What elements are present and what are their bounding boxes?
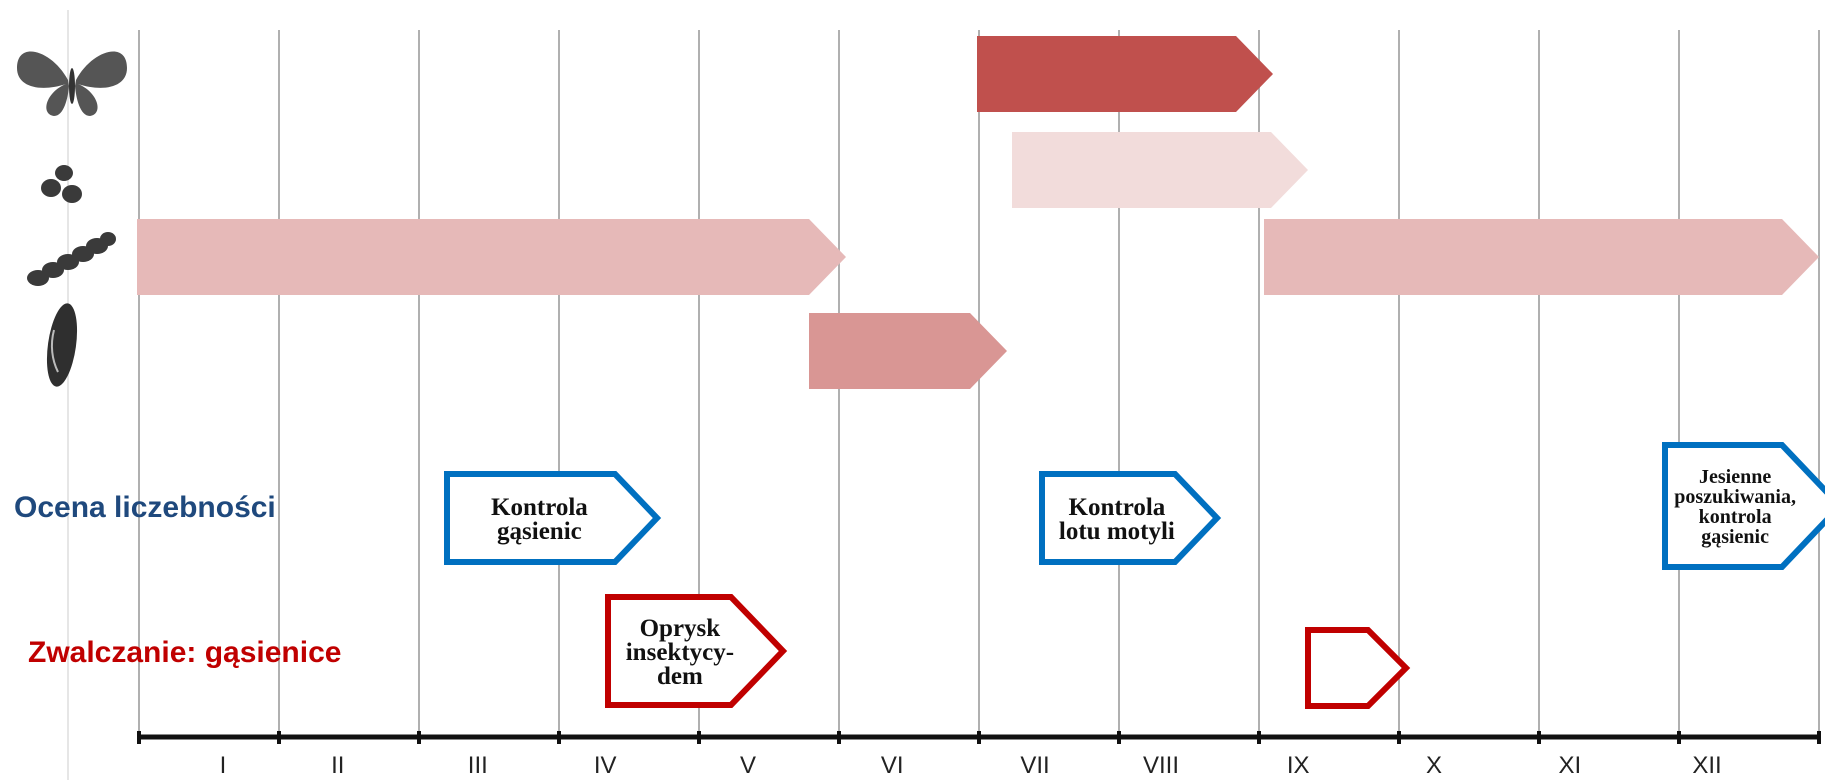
monitoring-box-text: gąsienic xyxy=(1701,526,1769,548)
monitoring-box-text: lotu motyli xyxy=(1059,518,1175,545)
month-label: III xyxy=(468,752,488,779)
month-labels: I II III IV V VI VII VIII IX X XI XII xyxy=(220,752,1722,779)
monitoring-box xyxy=(1039,471,1222,565)
month-label: II xyxy=(331,752,344,779)
month-label: VIII xyxy=(1143,752,1179,779)
monitoring-box-text: Kontrola xyxy=(1069,494,1166,521)
monitoring-box-text: poszukiwania, xyxy=(1674,486,1796,508)
monitoring-box xyxy=(1662,442,1825,570)
monitoring-box-text: Jesienne xyxy=(1699,466,1771,488)
control-box-text: Oprysk xyxy=(640,615,721,642)
monitoring-box-text: Kontrola xyxy=(491,494,588,521)
control-box-text: dem xyxy=(657,663,703,690)
month-ticks xyxy=(137,731,1821,744)
month-label: IV xyxy=(594,752,617,779)
month-label: IX xyxy=(1287,752,1310,779)
month-label: X xyxy=(1426,752,1442,779)
monitoring-box xyxy=(444,471,662,565)
butterfly-icon xyxy=(17,51,127,117)
month-label: I xyxy=(220,752,227,779)
month-gridlines xyxy=(138,30,1820,737)
pupa-stage-bar xyxy=(809,313,1007,389)
control-box-text: insektycy- xyxy=(626,639,734,666)
control-box xyxy=(1305,627,1411,709)
monitoring-box-text: kontrola xyxy=(1699,506,1772,528)
month-label: XI xyxy=(1558,752,1581,779)
month-label: VI xyxy=(881,752,904,779)
caterpillar-stage-bar xyxy=(1264,219,1819,295)
pupa-icon xyxy=(46,303,78,387)
monitoring-box-text: gąsienic xyxy=(497,518,582,545)
month-label: XII xyxy=(1692,752,1721,779)
eggs-icon xyxy=(41,165,82,203)
month-label: VII xyxy=(1020,752,1049,779)
stage-bars xyxy=(137,36,1819,389)
control-label: Zwalczanie: gąsienice xyxy=(28,636,341,669)
butterfly-stage-bar xyxy=(977,36,1273,112)
caterpillar-stage-bar xyxy=(137,219,846,295)
control-box xyxy=(605,594,788,708)
monitoring-label: Ocena liczebności xyxy=(14,491,276,524)
month-label: V xyxy=(740,752,756,779)
caterpillar-icon xyxy=(27,232,116,286)
eggs-stage-bar xyxy=(1012,132,1308,208)
